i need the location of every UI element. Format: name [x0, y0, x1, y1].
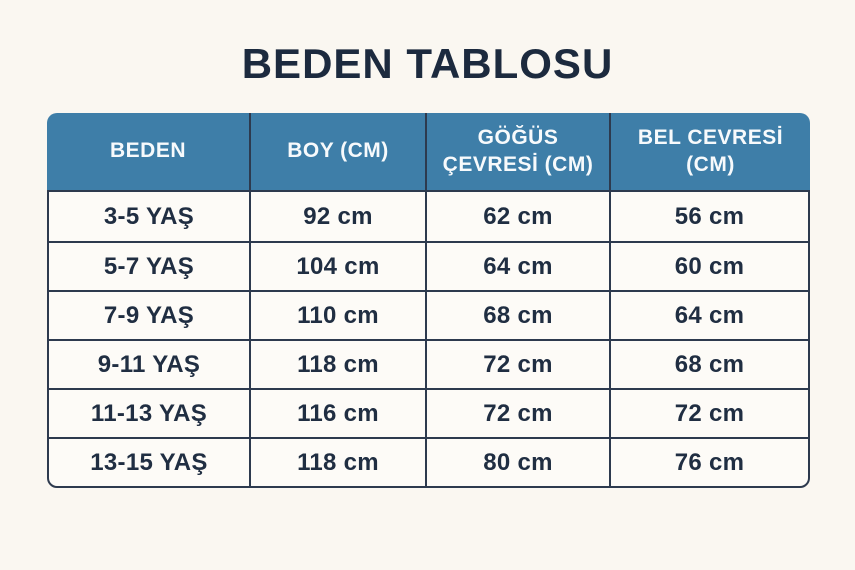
- chest-cell: 72 cm: [425, 341, 609, 388]
- waist-cell: 76 cm: [609, 439, 808, 486]
- size-cell: 3-5 YAŞ: [103, 202, 195, 230]
- size-cell: 5-7 YAŞ: [103, 252, 195, 280]
- height-cell: 118 cm: [249, 341, 425, 388]
- waist-cell: 72 cm: [609, 390, 808, 437]
- chest-cell: 80 cm: [425, 439, 609, 486]
- chest-cell: 64 cm: [425, 243, 609, 290]
- chest-cell: 72 cm: [425, 390, 609, 437]
- table-body: 3-5 YAŞ 92 cm 62 cm 56 cm 5-7 YAŞ 104 cm 64 cm…: [47, 190, 810, 488]
- waist-cell: 64 cm: [609, 292, 808, 339]
- height-cell: 116 cm: [249, 390, 425, 437]
- waist-cell: 60 cm: [609, 243, 808, 290]
- chest-cell: 68 cm: [425, 292, 609, 339]
- height-cell: 92 cm: [249, 192, 425, 241]
- size-table: BEDEN BOY (CM) GÖĞÜS ÇEVRESİ (CM) BEL CE…: [47, 113, 810, 488]
- size-cell: 11-13 YAŞ: [90, 399, 208, 427]
- page-title: BEDEN TABLOSU: [241, 40, 614, 87]
- table-row: 13-15 YAŞ 118 cm 80 cm 76 cm: [49, 437, 808, 486]
- waist-cell: 68 cm: [609, 341, 808, 388]
- waist-cell: 56 cm: [609, 192, 808, 241]
- height-cell: 104 cm: [249, 243, 425, 290]
- column-header-gogus: GÖĞÜS ÇEVRESİ (CM): [425, 113, 609, 190]
- size-cell: 9-11 YAŞ: [97, 350, 201, 378]
- chest-cell: 62 cm: [425, 192, 609, 241]
- height-cell: 110 cm: [249, 292, 425, 339]
- height-cell: 118 cm: [249, 439, 425, 486]
- table-header-row: BEDEN BOY (CM) GÖĞÜS ÇEVRESİ (CM) BEL CE…: [47, 113, 810, 190]
- table-row: 5-7 YAŞ 104 cm 64 cm 60 cm: [49, 241, 808, 290]
- size-cell: 7-9 YAŞ: [103, 301, 195, 329]
- table-row: 3-5 YAŞ 92 cm 62 cm 56 cm: [49, 192, 808, 241]
- column-header-boy: BOY (CM): [249, 113, 425, 190]
- column-header-beden: BEDEN: [109, 139, 186, 163]
- size-cell: 13-15 YAŞ: [90, 448, 208, 476]
- table-row: 9-11 YAŞ 118 cm 72 cm 68 cm: [49, 339, 808, 388]
- table-row: 11-13 YAŞ 116 cm 72 cm 72 cm: [49, 388, 808, 437]
- column-header-bel: BEL CEVRESİ (CM): [609, 113, 810, 190]
- table-row: 7-9 YAŞ 110 cm 68 cm 64 cm: [49, 290, 808, 339]
